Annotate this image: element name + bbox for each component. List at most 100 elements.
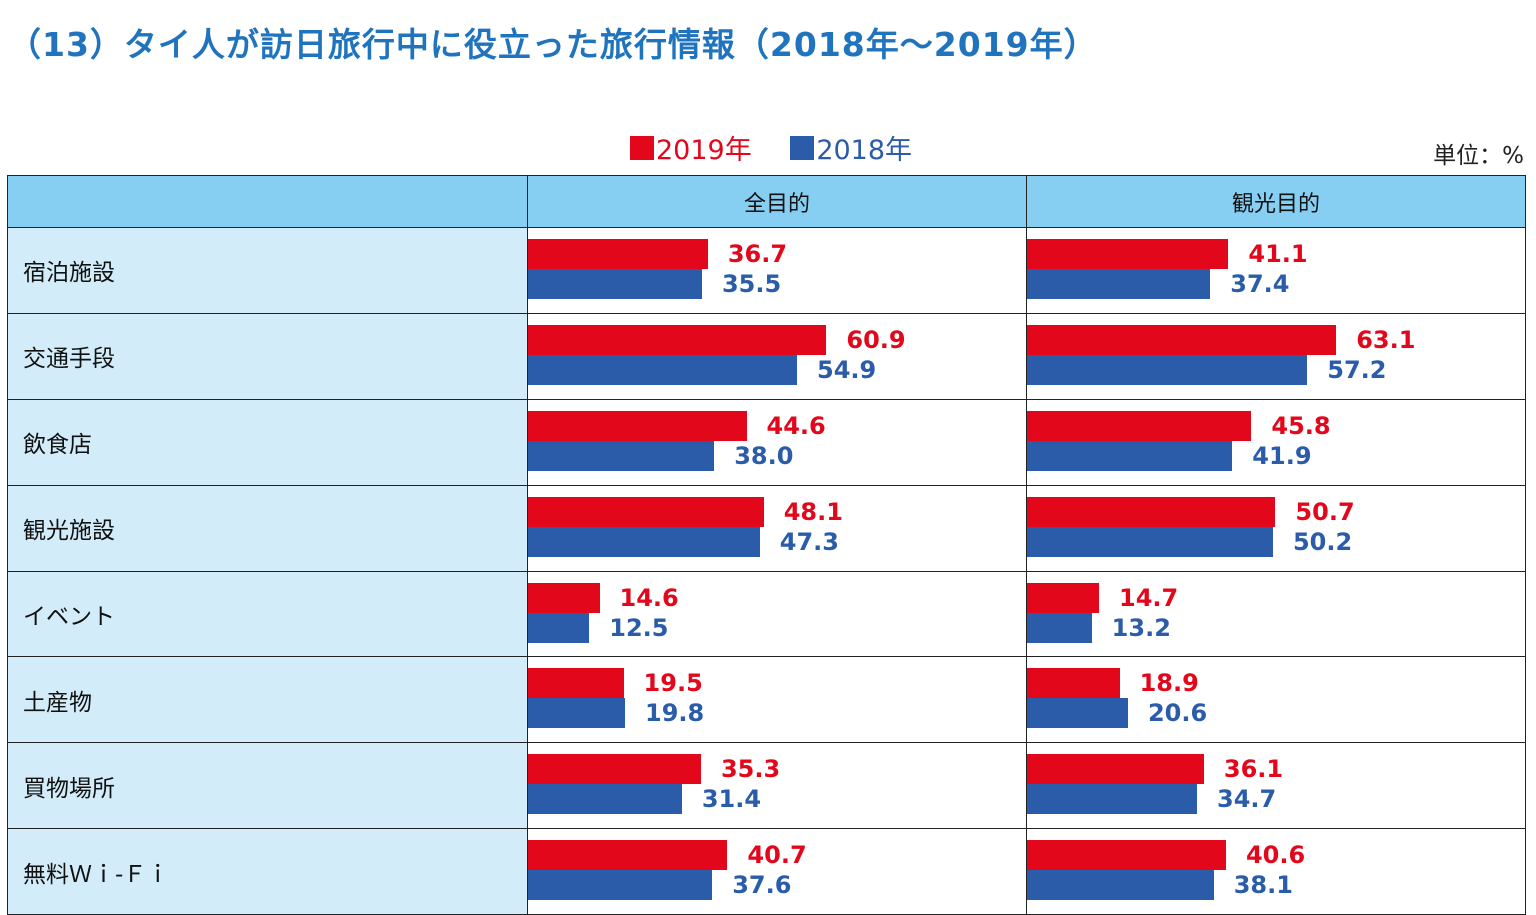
bar-cell-sightseeing: 50.7 50.2 [1026, 484, 1526, 572]
table-row: 無料Ｗｉ-Ｆｉ 40.7 37.6 40.6 38.1 [7, 828, 1526, 915]
data-label-2018: 38.1 [1233, 871, 1293, 900]
legend-label-2019: 2019年 [656, 135, 752, 166]
bar-2018 [1027, 440, 1233, 471]
category-label: 土産物 [7, 656, 528, 744]
bar-cell-all-purposes: 36.7 35.5 [527, 227, 1027, 314]
data-label-2019: 35.3 [720, 755, 781, 784]
data-label-2018: 47.3 [779, 527, 839, 556]
category-label: 観光施設 [7, 484, 528, 572]
bar-2019 [528, 668, 624, 699]
bar-cell-all-purposes: 14.6 12.5 [527, 570, 1027, 658]
bar-2018 [528, 698, 626, 729]
data-label-2018: 12.5 [609, 613, 669, 642]
table-row: 交通手段 60.9 54.9 63.1 57.2 [7, 312, 1526, 400]
data-label-2018: 19.8 [645, 699, 705, 728]
table-row: イベント 14.6 12.5 14.7 13.2 [7, 570, 1526, 658]
bar-cell-sightseeing: 36.1 34.7 [1026, 742, 1526, 830]
data-label-2018: 37.6 [732, 871, 792, 900]
data-label-2018: 37.4 [1230, 270, 1290, 298]
bar-2018 [1027, 526, 1273, 557]
data-table: 全目的 観光目的 宿泊施設 36.7 35.5 41.1 37.4 交通手段 60.9 54.… [7, 175, 1526, 915]
data-label-2019: 18.9 [1139, 669, 1199, 698]
header-blank [7, 175, 528, 228]
bar-2018 [1027, 354, 1308, 385]
data-label-2018: 57.2 [1327, 355, 1387, 384]
bar-2019 [528, 496, 764, 527]
column-header-sightseeing: 観光目的 [1026, 175, 1526, 228]
data-label-2019: 50.7 [1295, 497, 1355, 526]
bar-cell-all-purposes: 44.6 38.0 [527, 398, 1027, 486]
data-label-2018: 54.9 [817, 355, 877, 384]
bar-2018 [528, 440, 715, 471]
data-label-2018: 31.4 [701, 785, 762, 814]
legend-label-2018: 2018年 [816, 135, 913, 166]
bar-cell-sightseeing: 14.7 13.2 [1026, 570, 1526, 658]
data-label-2019: 40.6 [1245, 841, 1306, 870]
data-label-2018: 50.2 [1292, 527, 1353, 556]
bar-2019 [528, 754, 701, 785]
bar-2019 [1027, 754, 1204, 785]
bar-2018 [1027, 698, 1128, 729]
bar-2018 [1027, 269, 1211, 299]
bar-2019 [528, 410, 747, 441]
bar-2018 [1027, 784, 1198, 815]
bar-2018 [1027, 612, 1092, 643]
data-label-2018: 38.0 [734, 441, 794, 470]
bar-2019 [528, 239, 708, 269]
legend-swatch-2018 [790, 135, 815, 160]
bar-cell-all-purposes: 60.9 54.9 [527, 312, 1027, 400]
data-label-2019: 60.9 [846, 325, 906, 354]
chart-title: （13）タイ人が訪日旅行中に役立った旅行情報（2018年～2019年） [8, 25, 1098, 64]
data-label-2019: 63.1 [1356, 325, 1416, 354]
bar-2018 [528, 269, 702, 299]
bar-2018 [528, 354, 797, 385]
table-row: 観光施設 48.1 47.3 50.7 50.2 [7, 484, 1526, 572]
unit-label: 単位：% [1433, 143, 1524, 169]
data-label-2018: 34.7 [1217, 785, 1277, 814]
bar-2018 [528, 870, 713, 901]
category-label: イベント [7, 570, 528, 658]
data-label-2019: 48.1 [783, 497, 843, 526]
bar-cell-all-purposes: 48.1 47.3 [527, 484, 1027, 572]
category-label: 飲食店 [7, 398, 528, 486]
bar-2019 [1027, 582, 1100, 613]
legend-swatch-2019 [630, 135, 654, 160]
data-label-2019: 14.6 [619, 583, 679, 612]
data-label-2019: 36.7 [727, 240, 788, 268]
bar-2019 [528, 324, 827, 355]
data-label-2019: 44.6 [766, 411, 826, 440]
bar-cell-sightseeing: 45.8 41.9 [1026, 398, 1526, 486]
bar-2019 [528, 840, 728, 871]
table-row: 買物場所 35.3 31.4 36.1 34.7 [7, 742, 1526, 830]
bar-cell-sightseeing: 18.9 20.6 [1026, 656, 1526, 744]
bar-2019 [1027, 840, 1226, 871]
bar-cell-all-purposes: 35.3 31.4 [527, 742, 1027, 830]
table-row: 飲食店 44.6 38.0 45.8 41.9 [7, 398, 1526, 486]
bar-cell-sightseeing: 63.1 57.2 [1026, 312, 1526, 400]
bar-2019 [1027, 668, 1120, 699]
data-label-2019: 36.1 [1223, 755, 1284, 784]
bar-2019 [1027, 239, 1229, 269]
bar-2019 [528, 582, 600, 613]
bar-2019 [1027, 324, 1337, 355]
bar-cell-all-purposes: 40.7 37.6 [527, 828, 1027, 915]
column-header-all-purposes: 全目的 [527, 175, 1027, 228]
bar-2018 [528, 784, 682, 815]
data-label-2018: 35.5 [721, 270, 782, 298]
bar-2018 [528, 526, 760, 557]
data-label-2019: 40.7 [747, 841, 807, 870]
data-label-2019: 45.8 [1271, 411, 1331, 440]
header-row: 全目的 観光目的 [7, 175, 1526, 228]
category-label: 交通手段 [7, 312, 528, 400]
data-label-2018: 13.2 [1111, 613, 1171, 642]
category-label: 買物場所 [7, 742, 528, 830]
table-row: 宿泊施設 36.7 35.5 41.1 37.4 [7, 227, 1526, 314]
table-row: 土産物 19.5 19.8 18.9 20.6 [7, 656, 1526, 744]
data-label-2019: 41.1 [1248, 240, 1308, 268]
legend-item-2018: 2018年 [790, 128, 912, 167]
bar-2018 [1027, 870, 1214, 901]
data-label-2019: 19.5 [643, 669, 703, 698]
bar-cell-all-purposes: 19.5 19.8 [527, 656, 1027, 744]
bar-2018 [528, 612, 590, 643]
legend-item-2019: 2019年 [630, 128, 752, 167]
